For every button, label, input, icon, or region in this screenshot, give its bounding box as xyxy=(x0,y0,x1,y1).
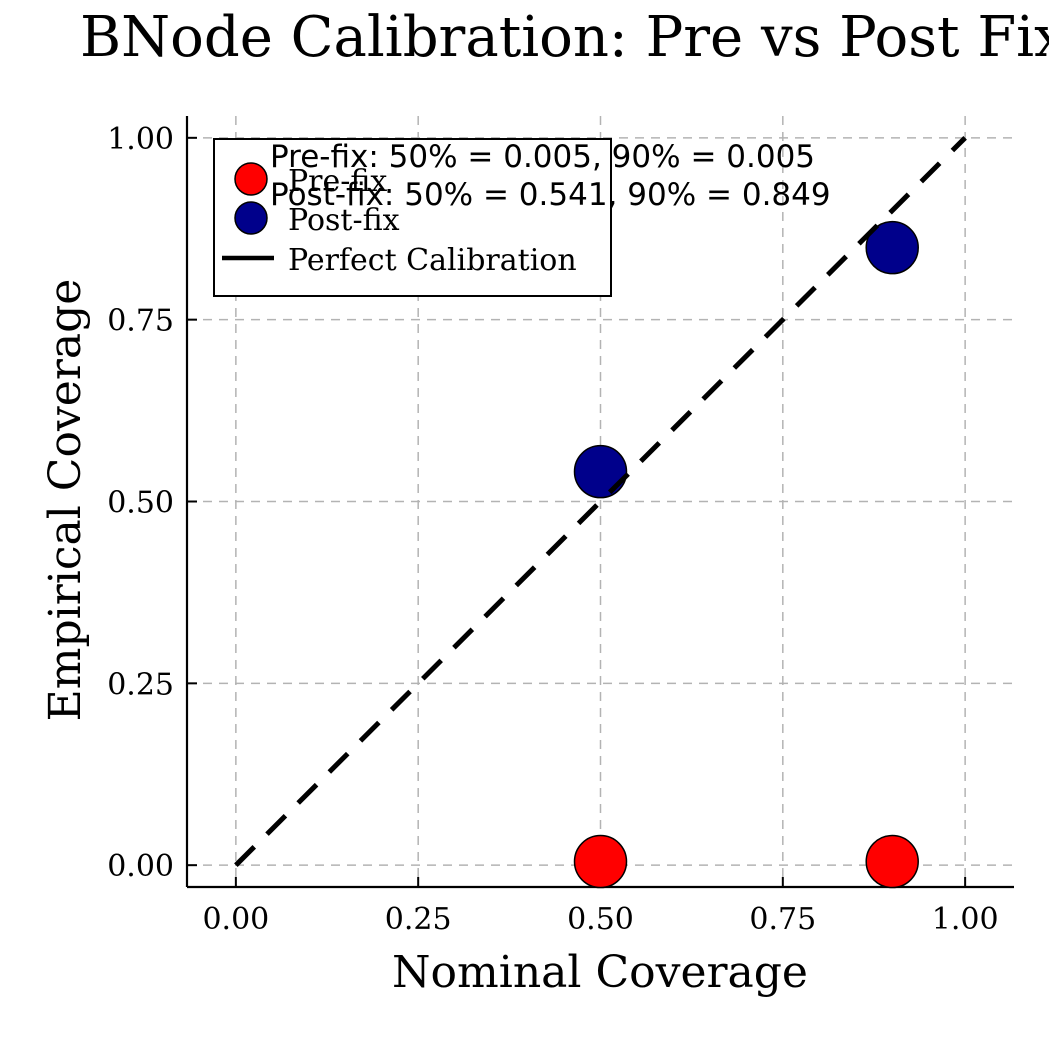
y-tick-label: 0.50 xyxy=(107,486,174,521)
data-point-pre-fix xyxy=(573,834,628,889)
x-tick-label: 0.50 xyxy=(567,902,634,937)
x-axis-label: Nominal Coverage xyxy=(392,947,808,998)
x-tick-label: 0.75 xyxy=(749,902,816,937)
y-tick-label: 1.00 xyxy=(107,122,174,157)
series xyxy=(234,136,967,889)
annotation-pre-fix: Pre-fix: 50% = 0.005, 90% = 0.005 xyxy=(270,139,815,175)
legend-label-perfect-calibration: Perfect Calibration xyxy=(288,243,577,278)
x-tick-label: 1.00 xyxy=(932,902,999,937)
x-tick-label: 0.25 xyxy=(385,902,452,937)
data-point-post-fix xyxy=(865,220,919,275)
legend-label-post-fix: Post-fix xyxy=(288,203,400,238)
legend-marker-post-fix xyxy=(234,201,268,235)
chart-title: BNode Calibration: Pre vs Post Fix xyxy=(80,5,1049,70)
legend-marker-pre-fix xyxy=(234,162,268,196)
data-point-pre-fix xyxy=(865,834,919,889)
y-tick-label: 0.25 xyxy=(107,667,174,702)
y-axis-label: Empirical Coverage xyxy=(40,279,91,722)
legend-label-pre-fix: Pre-fix xyxy=(288,164,387,199)
y-tick-label: 0.75 xyxy=(107,304,174,339)
series-line-perfect-calibration xyxy=(234,136,967,867)
legend-frame xyxy=(213,138,612,297)
legend: Pre-fix Post-fix Perfect Calibration xyxy=(213,138,612,297)
x-tick-label: 0.00 xyxy=(202,902,269,937)
y-tick-label: 0.00 xyxy=(107,849,174,884)
ticks: 0.00 0.25 0.50 0.75 1.00 0.00 0.25 0.50 0.75 1.00 xyxy=(107,122,998,937)
data-point-post-fix xyxy=(573,444,628,499)
annotation-post-fix: Post-fix: 50% = 0.541, 90% = 0.849 xyxy=(270,177,831,213)
